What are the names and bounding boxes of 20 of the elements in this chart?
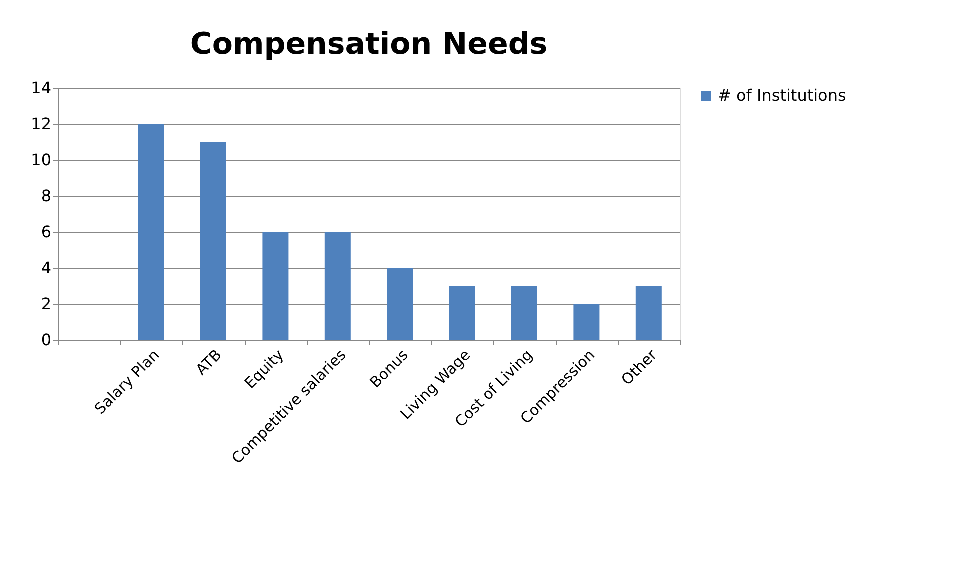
y-tick-label: 8	[41, 186, 52, 206]
bar	[636, 286, 662, 340]
y-tick-label: 2	[41, 294, 52, 314]
bar	[574, 304, 600, 340]
bar	[449, 286, 476, 340]
y-tick-label: 4	[41, 258, 52, 278]
bar	[387, 268, 414, 340]
y-tick-label: 12	[31, 114, 52, 134]
y-tick-label: 14	[31, 78, 52, 98]
bar	[200, 142, 226, 340]
bar	[324, 232, 351, 340]
y-tick-label: 0	[41, 330, 52, 350]
chart-title: Compensation Needs	[190, 27, 548, 62]
y-tick-label: 10	[31, 150, 52, 170]
bar	[138, 124, 164, 340]
legend-label: # of Institutions	[718, 86, 846, 105]
bar	[262, 232, 289, 340]
bar	[512, 286, 538, 340]
x-tick-label: ATB	[192, 346, 226, 380]
y-tick-label: 6	[41, 222, 52, 242]
